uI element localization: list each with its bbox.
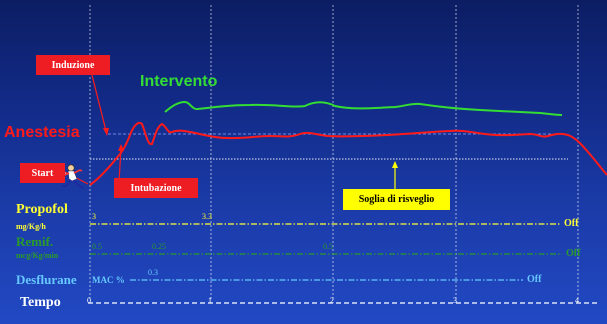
induzione-pointer xyxy=(91,74,107,132)
propofol-dose-0: 3 xyxy=(92,212,96,221)
time-tick-2: 2 xyxy=(330,296,334,305)
intervento-label: Intervento xyxy=(140,73,218,90)
remif-dose-0: 0.5 xyxy=(92,242,102,251)
remif-off: Off xyxy=(566,248,581,259)
intubazione-pointer xyxy=(118,147,122,183)
intubazione-label-box: Intubazione xyxy=(114,178,198,198)
tempo-label: Tempo xyxy=(20,295,61,310)
induzione-label: Induzione xyxy=(51,59,95,71)
runner-icon xyxy=(60,164,84,189)
time-tick-1: 1 xyxy=(208,296,212,305)
time-tick-0: 0 xyxy=(87,296,91,305)
propofol-dose-1: 3.3 xyxy=(202,212,212,221)
remif-unit: mcg/Kg/min xyxy=(16,251,59,260)
propofol-label: Propofol xyxy=(16,202,68,217)
anestesia-label: Anestesia xyxy=(4,124,80,141)
remif-dose-2: 0.5 xyxy=(323,242,333,251)
desflurane-unit: MAC % xyxy=(92,275,125,285)
desflurane-label: Desflurane xyxy=(16,272,77,287)
intubazione-arrowhead xyxy=(118,144,124,151)
propofol-unit: mg/Kg/h xyxy=(16,222,46,231)
time-tick-3: 3 xyxy=(453,296,457,305)
time-tick-4: 4 xyxy=(575,296,579,305)
induzione-arrowhead xyxy=(103,128,109,136)
anestesia-curve xyxy=(89,121,607,186)
induzione-label-box: Induzione xyxy=(36,55,110,75)
soglia-arrowhead xyxy=(392,161,398,168)
desflurane-off: Off xyxy=(527,274,542,285)
remif-dose-1: 0.25 xyxy=(152,242,166,251)
intubazione-label: Intubazione xyxy=(130,182,182,194)
soglia-label: Soglia di risveglio xyxy=(358,194,435,205)
propofol-off: Off xyxy=(564,218,579,229)
desflurane-dose-0: 0.3 xyxy=(148,268,158,277)
soglia-label-box: Soglia di risveglio xyxy=(343,189,450,210)
remif-label: Remif. xyxy=(16,234,54,249)
start-label-box: Start xyxy=(20,163,65,183)
start-label: Start xyxy=(31,167,54,179)
intervento-curve xyxy=(164,100,563,116)
